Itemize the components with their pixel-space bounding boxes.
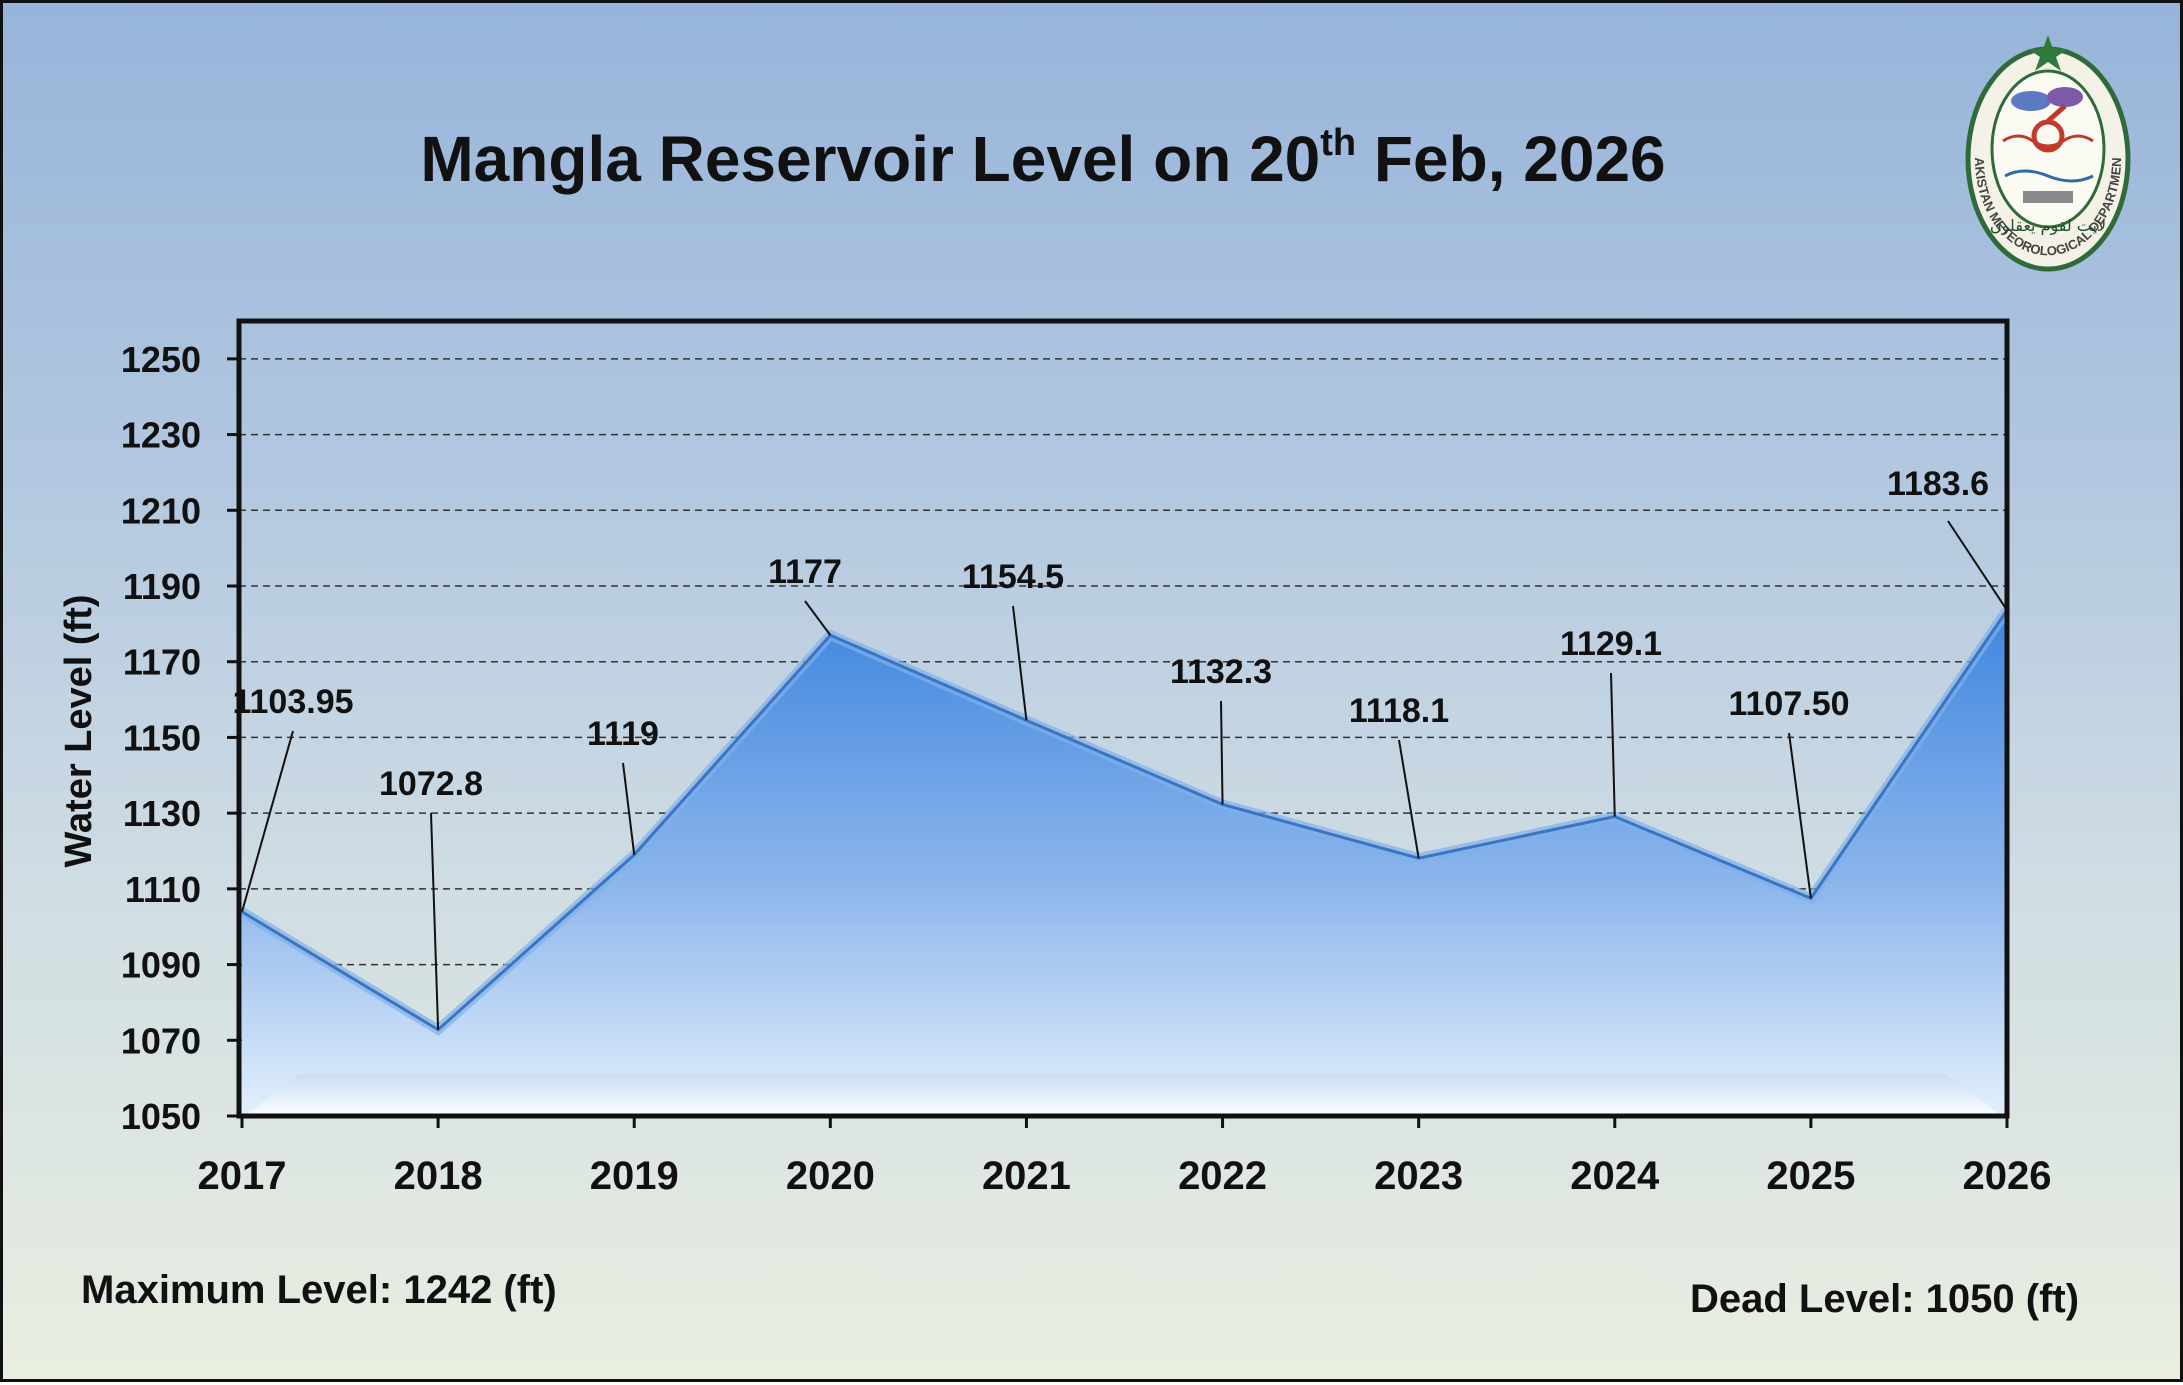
y-tick-label: 1130 [123,793,201,834]
x-tick-label: 2025 [1766,1154,1855,1198]
x-tick-label: 2018 [394,1154,483,1198]
leader-line [1611,673,1615,817]
y-tick-label: 1250 [121,339,201,380]
y-tick-label: 1190 [123,566,201,607]
y-tick-label: 1090 [121,945,201,986]
y-axis-label: Water Level (ft) [58,594,100,867]
data-label: 1154.5 [962,558,1064,596]
title-superscript: th [1320,122,1356,164]
y-tick-label: 1050 [121,1096,201,1137]
x-tick-label: 2024 [1570,1154,1660,1198]
data-label: 1107.50 [1728,685,1849,723]
data-label: 1132.3 [1170,653,1272,691]
title-tail: Feb, 2026 [1356,123,1666,195]
x-tick-label: 2023 [1374,1154,1463,1198]
chart-title: Mangla Reservoir Level on 20th Feb, 2026 [420,122,1665,195]
x-tick-label: 2026 [1963,1154,2052,1198]
data-label: 1072.8 [379,765,483,803]
leader-line [805,601,830,635]
x-tick-label: 2019 [590,1154,679,1198]
x-tick-label: 2017 [198,1154,287,1198]
leader-line [1399,740,1419,858]
y-tick-label: 1170 [123,642,201,683]
data-label: 1177 [768,553,842,591]
area-floor [245,1074,2001,1116]
y-tick-label: 1210 [121,490,201,531]
maximum-level-note: Maximum Level: 1242 (ft) [81,1268,557,1313]
leader-line [1948,521,2007,610]
chart: Mangla Reservoir Level on 20th Feb, 2026… [3,3,2183,1385]
data-label: 1118.1 [1349,692,1449,730]
y-tick-label: 1230 [121,415,201,456]
title-main: Mangla Reservoir Level on 20 [420,123,1320,195]
leader-line [623,763,634,855]
y-tick-label: 1150 [123,717,201,758]
leader-line [242,731,293,912]
leader-line [1013,606,1026,720]
pmd-logo-icon: لایت لقوم یعقلون PAKISTAN METEOROLOGICAL… [1953,31,2143,286]
data-label: 1129.1 [1560,625,1662,663]
leader-line [431,813,438,1030]
data-label: 1183.6 [1887,465,1989,503]
x-tick-label: 2021 [982,1154,1071,1198]
x-tick-label: 2022 [1178,1154,1267,1198]
x-tick-label: 2020 [786,1154,875,1198]
y-tick-label: 1110 [125,869,201,910]
data-label: 1103.95 [232,683,353,721]
leader-line [1221,701,1223,804]
dead-level-note: Dead Level: 1050 (ft) [1690,1277,2079,1322]
data-label: 1119 [587,715,659,753]
leader-line [1789,733,1811,898]
y-tick-label: 1070 [121,1020,201,1061]
